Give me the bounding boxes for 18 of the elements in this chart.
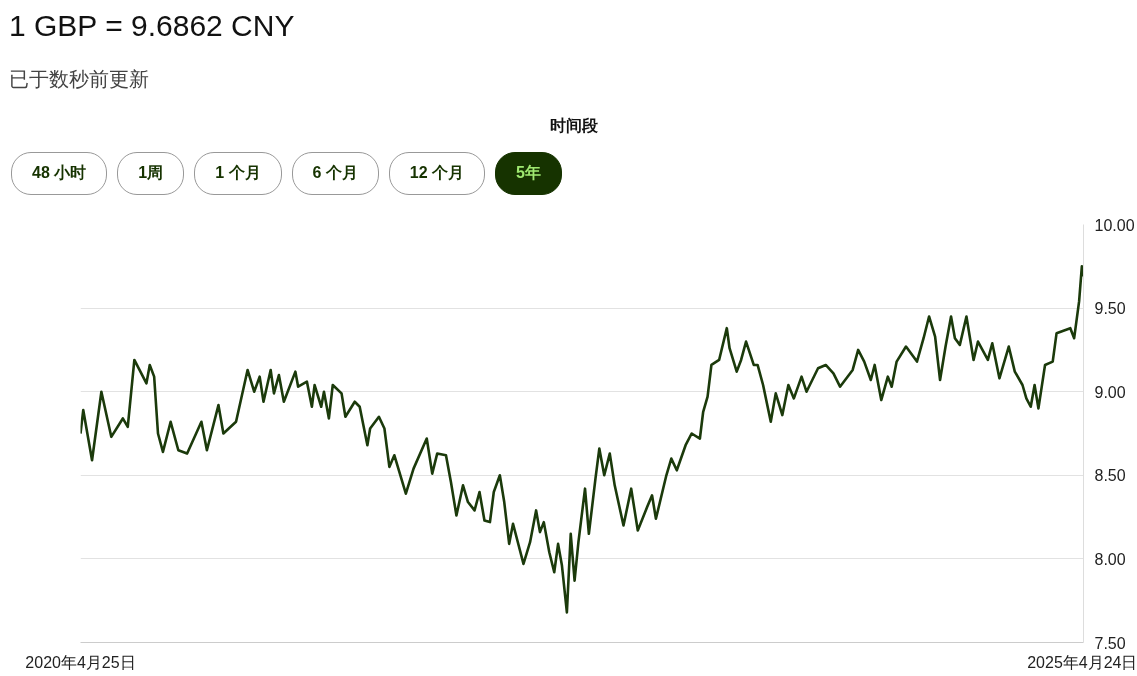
x-tick-label: 2025年4月24日 xyxy=(1027,653,1137,671)
x-tick-label: 2020年4月25日 xyxy=(25,653,136,671)
text: 6 个月 xyxy=(291,151,379,195)
y-tick-label: 7.50 xyxy=(1094,634,1126,652)
text: 48 小时 xyxy=(11,151,108,195)
y-tick-label: 10.00 xyxy=(1094,216,1135,234)
chart-subtitle: 已于数秒前更新 xyxy=(9,67,149,92)
line-series xyxy=(80,265,1084,614)
text: 12 个月 xyxy=(388,151,486,195)
text: 1周 xyxy=(117,151,185,195)
y-tick-label: 9.50 xyxy=(1094,300,1126,318)
chart-title: 1 GBP = 9.6862 CNY xyxy=(9,8,295,44)
y-tick-label: 8.50 xyxy=(1094,467,1126,485)
text: 5年 xyxy=(495,151,562,195)
text: 时间段 xyxy=(548,116,599,136)
y-tick-label: 8.00 xyxy=(1094,550,1126,568)
text: 1 个月 xyxy=(194,151,282,195)
y-tick-label: 9.00 xyxy=(1094,383,1126,401)
